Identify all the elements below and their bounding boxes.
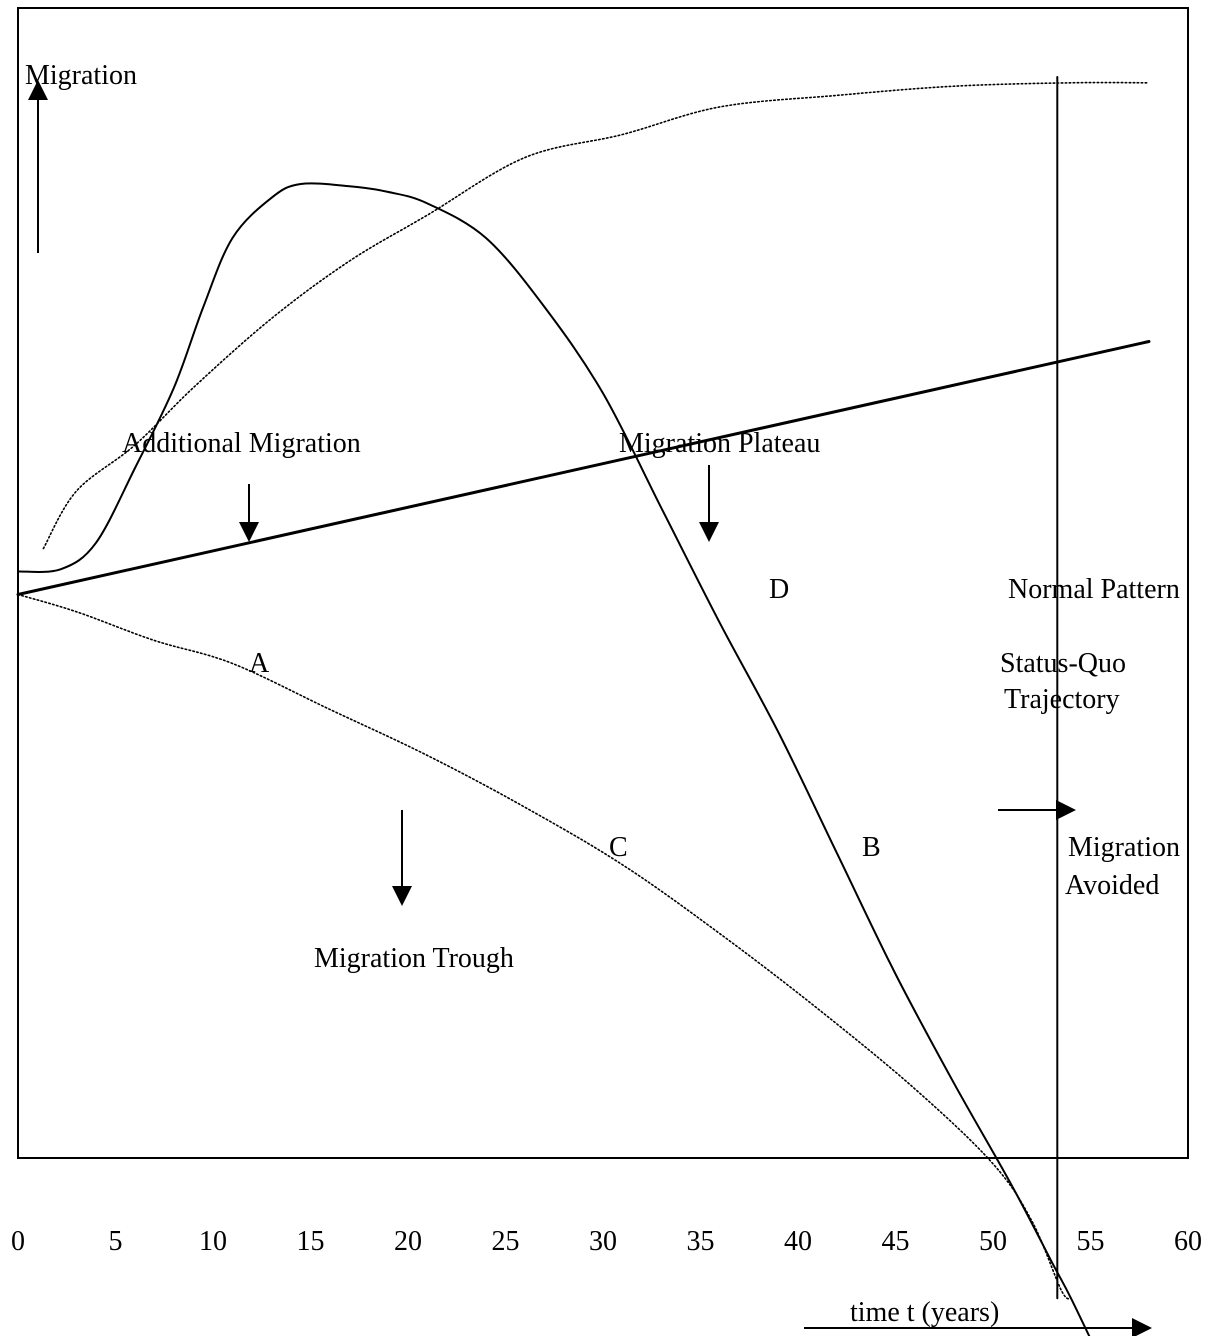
- curve-additional-migration-curve: [17, 182, 1091, 1336]
- migration-avoided-label-line1: Migration: [1068, 832, 1180, 863]
- x-tick-label: 5: [109, 1226, 123, 1257]
- x-tick-labels: 0 5 10 15 20 25 30 35 40 45 50 55 60: [11, 1226, 1202, 1257]
- y-axis-label: Migration: [25, 60, 137, 91]
- additional-migration-label: Additional Migration: [122, 428, 361, 459]
- region-c-label: C: [609, 832, 628, 863]
- x-tick-label: 0: [11, 1226, 25, 1257]
- x-tick-label: 35: [687, 1226, 715, 1257]
- region-a-label: A: [249, 648, 270, 679]
- migration-plateau-label: Migration Plateau: [619, 428, 820, 459]
- curve-status-quo: [16, 340, 1151, 596]
- x-tick-label: 15: [297, 1226, 325, 1257]
- status-quo-label-line2: Trajectory: [1004, 684, 1120, 715]
- normal-pattern-label: Normal Pattern: [1008, 574, 1180, 605]
- x-axis-label: time t (years): [850, 1297, 999, 1328]
- x-tick-label: 60: [1174, 1226, 1202, 1257]
- x-tick-label: 30: [589, 1226, 617, 1257]
- x-tick-label: 55: [1077, 1226, 1105, 1257]
- x-tick-label: 45: [882, 1226, 910, 1257]
- curve-migration-plateau-curve: [42, 81, 1150, 550]
- curves: [16, 76, 1151, 1336]
- region-b-label: B: [862, 832, 881, 863]
- x-tick-label: 50: [979, 1226, 1007, 1257]
- region-d-label: D: [769, 574, 789, 605]
- x-tick-label: 20: [394, 1226, 422, 1257]
- status-quo-label-line1: Status-Quo: [1000, 648, 1126, 679]
- curve-migration-trough-curve: [17, 593, 1072, 1300]
- migration-trough-label: Migration Trough: [314, 943, 514, 974]
- x-tick-label: 25: [492, 1226, 520, 1257]
- migration-avoided-label-line2: Avoided: [1065, 870, 1159, 901]
- x-tick-label: 10: [199, 1226, 227, 1257]
- x-tick-label: 40: [784, 1226, 812, 1257]
